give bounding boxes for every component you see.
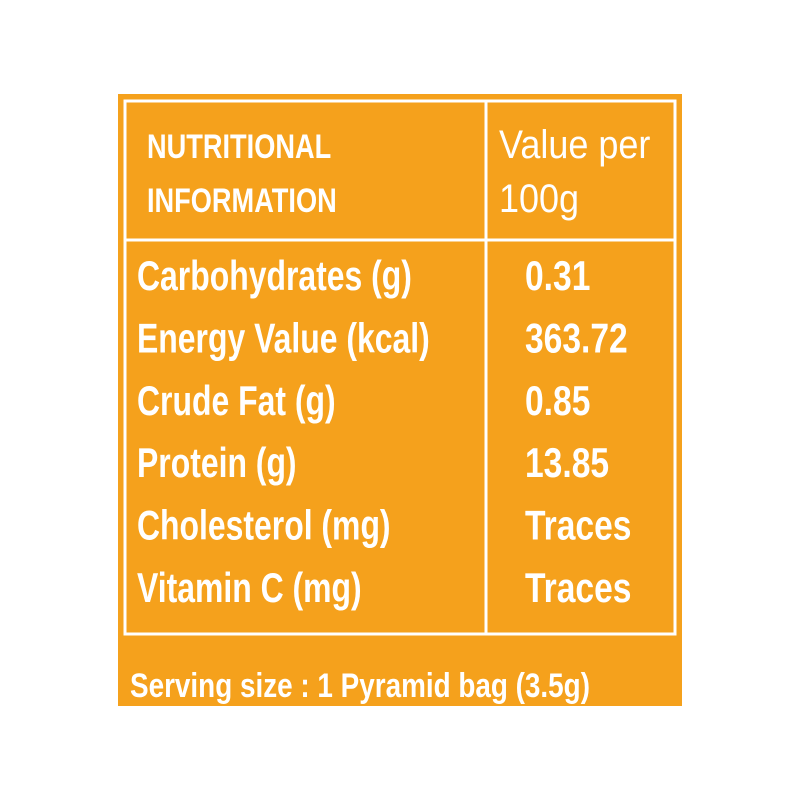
header-title: INFORMATION bbox=[147, 181, 337, 220]
serving-size: Serving size : 1 Pyramid bag (3.5g) bbox=[130, 666, 590, 704]
value-heading: 100g bbox=[499, 177, 579, 221]
nutrient-value: 13.85 bbox=[525, 441, 609, 487]
nutrient-value: Traces bbox=[525, 503, 631, 549]
nutrient-name: Energy Value (kcal) bbox=[137, 314, 430, 361]
nutrient-name: Vitamin C (mg) bbox=[137, 564, 362, 611]
table-body: Carbohydrates (g) 0.31 Energy Value (kcal)… bbox=[137, 252, 631, 612]
value-heading: Value per bbox=[499, 123, 651, 167]
table-lines bbox=[123, 99, 677, 636]
nutrient-name: Crude Fat (g) bbox=[137, 377, 336, 424]
header-title: NUTRITIONAL bbox=[147, 127, 331, 166]
table-border bbox=[123, 99, 677, 636]
nutrient-value: 363.72 bbox=[525, 316, 628, 362]
nutrient-name: Protein (g) bbox=[137, 439, 297, 486]
nutrient-value: 0.85 bbox=[525, 378, 590, 424]
nutrient-name: Carbohydrates (g) bbox=[137, 252, 412, 299]
nutrient-value: 0.31 bbox=[525, 254, 590, 300]
nutrient-value: Traces bbox=[525, 566, 631, 612]
panel-background bbox=[118, 94, 682, 706]
nutrient-name: Cholesterol (mg) bbox=[137, 501, 391, 548]
